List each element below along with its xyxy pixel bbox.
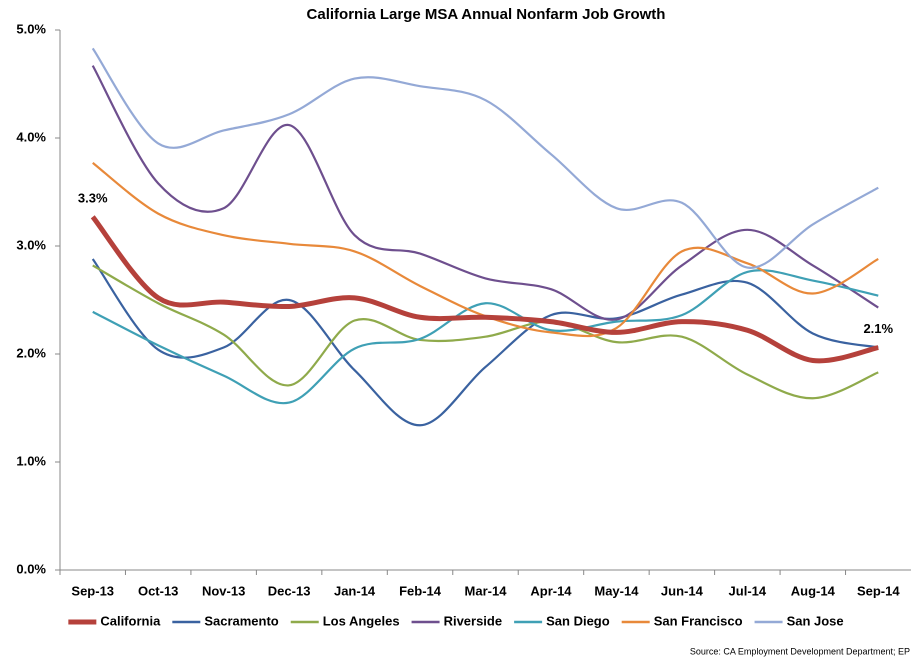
series-line bbox=[91, 258, 879, 427]
x-tick-label: Jul-14 bbox=[729, 583, 767, 598]
series-line bbox=[92, 264, 879, 400]
y-tick-label: 0.0% bbox=[16, 561, 46, 576]
x-tick-label: Nov-13 bbox=[202, 583, 245, 598]
x-tick-label: Feb-14 bbox=[399, 583, 442, 598]
x-tick-label: Sep-13 bbox=[71, 583, 114, 598]
y-tick-label: 3.0% bbox=[16, 237, 46, 252]
x-tick-label: Aug-14 bbox=[791, 583, 836, 598]
x-tick-label: Dec-13 bbox=[268, 583, 311, 598]
legend-label: Sacramento bbox=[204, 613, 278, 628]
legend-label: San Francisco bbox=[654, 613, 743, 628]
x-tick-label: Jun-14 bbox=[661, 583, 704, 598]
series-line bbox=[92, 269, 879, 405]
series-line bbox=[91, 65, 879, 321]
chart-title: California Large MSA Annual Nonfarm Job … bbox=[307, 6, 666, 23]
source-note: Source: CA Employment Development Depart… bbox=[690, 646, 910, 656]
series-line bbox=[91, 47, 879, 269]
x-tick-label: Mar-14 bbox=[465, 583, 508, 598]
series-line bbox=[90, 215, 879, 364]
data-label: 3.3% bbox=[78, 190, 108, 205]
data-label: 2.1% bbox=[863, 321, 893, 336]
y-tick-label: 4.0% bbox=[16, 129, 46, 144]
x-tick-label: Apr-14 bbox=[530, 583, 572, 598]
x-tick-label: Oct-13 bbox=[138, 583, 178, 598]
y-tick-label: 1.0% bbox=[16, 453, 46, 468]
legend-label: San Jose bbox=[787, 613, 844, 628]
x-tick-label: May-14 bbox=[594, 583, 639, 598]
x-tick-label: Jan-14 bbox=[334, 583, 376, 598]
series-line bbox=[92, 161, 879, 338]
legend-label: Riverside bbox=[444, 613, 503, 628]
legend-label: San Diego bbox=[546, 613, 610, 628]
legend-label: California bbox=[100, 613, 161, 628]
y-tick-label: 2.0% bbox=[16, 345, 46, 360]
legend-label: Los Angeles bbox=[323, 613, 400, 628]
x-tick-label: Sep-14 bbox=[857, 583, 900, 598]
y-tick-label: 5.0% bbox=[16, 21, 46, 36]
